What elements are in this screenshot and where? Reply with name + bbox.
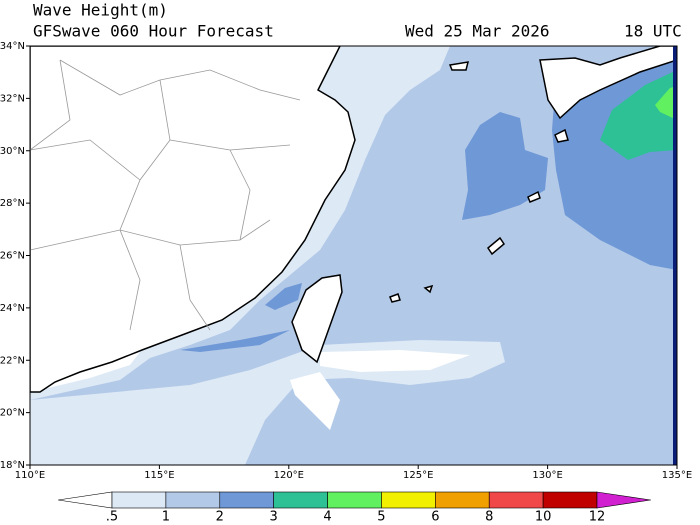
- land-taiwan: [291, 274, 343, 364]
- lon-tick-label: 110°E: [15, 470, 45, 481]
- colorbar-label: 4: [323, 510, 331, 525]
- colorbar-segment: [273, 491, 328, 509]
- colorbar-label: 12: [589, 510, 606, 525]
- province-borders: [30, 59, 301, 331]
- sea-below-05: [290, 372, 340, 430]
- colorbar-label: 8: [485, 510, 493, 525]
- colorbar-label: 3: [270, 510, 278, 525]
- colorbar-label: 10: [535, 510, 552, 525]
- colorbar-label: .5: [106, 510, 118, 525]
- islands: [389, 61, 569, 303]
- colorbar-over: [596, 491, 651, 509]
- lon-tick-label: 130°E: [532, 470, 562, 481]
- edge-band: [673, 46, 677, 465]
- lat-tick-label: 20°N: [0, 408, 25, 419]
- colorbar-segment: [327, 491, 382, 509]
- colorbar-segment: [165, 491, 221, 509]
- date: Wed 25 Mar 2026: [405, 22, 550, 41]
- map-field: [30, 46, 677, 465]
- lon-tick-label: 125°E: [403, 470, 433, 481]
- colorbar-segment: [488, 491, 544, 509]
- sea-3-4: [600, 70, 677, 160]
- lat-tick-label: 34°N: [0, 41, 25, 52]
- colorbar-segment: [435, 491, 490, 509]
- time: 18 UTC: [624, 22, 682, 41]
- lat-tick-label: 22°N: [0, 355, 25, 366]
- lon-tick-label: 120°E: [274, 470, 304, 481]
- lat-tick-label: 30°N: [0, 146, 25, 157]
- lat-tick-label: 26°N: [0, 251, 25, 262]
- colorbar-segment: [111, 491, 167, 509]
- land-japan: [539, 46, 677, 120]
- colorbar-label: 1: [162, 510, 170, 525]
- lat-tick-label: 32°N: [0, 93, 25, 104]
- sea-2-3: [180, 330, 290, 352]
- colorbar-under: [58, 491, 113, 509]
- colorbar-label: 5: [377, 510, 385, 525]
- colorbar-label: 2: [216, 510, 224, 525]
- title: Wave Height(m): [33, 1, 168, 20]
- lon-tick-label: 115°E: [144, 470, 174, 481]
- land-china: [30, 46, 356, 393]
- sea-2-3: [462, 112, 548, 220]
- subtitle: GFSwave 060 Hour Forecast: [33, 22, 274, 41]
- lat-tick-label: 24°N: [0, 303, 25, 314]
- sea-below-05: [320, 350, 470, 372]
- sea-4-5: [655, 86, 677, 120]
- lon-tick-label: 135°E: [662, 470, 692, 481]
- lat-tick-label: 28°N: [0, 198, 25, 209]
- colorbar-segment: [542, 491, 598, 509]
- lat-tick-label: 18°N: [0, 460, 25, 471]
- colorbar-label: 6: [431, 510, 439, 525]
- sea-2-3: [265, 283, 302, 310]
- colorbar-segment: [381, 491, 436, 509]
- colorbar-segment: [219, 491, 274, 509]
